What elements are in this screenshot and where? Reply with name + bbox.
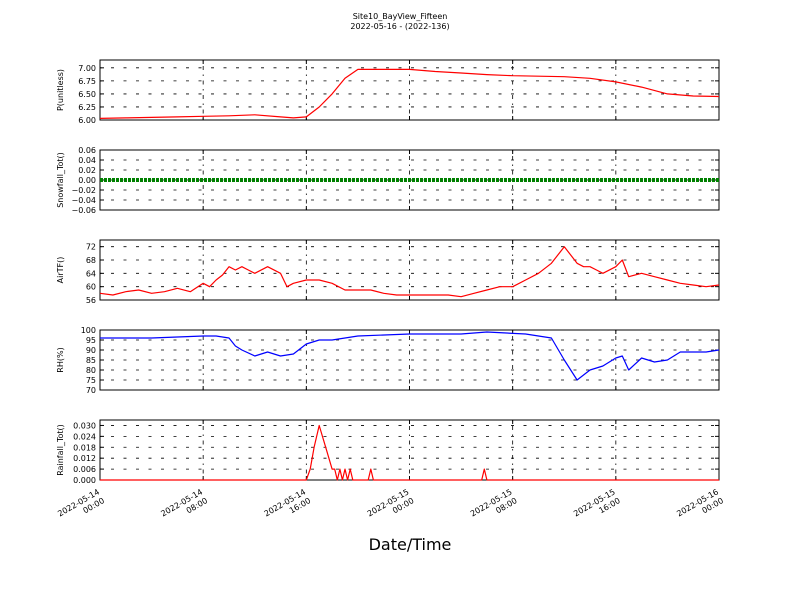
y-tick-label: 64: [86, 269, 96, 278]
y-tick-label: 6.50: [78, 90, 96, 99]
y-tick-label: 0.012: [73, 454, 96, 463]
subplots: 6.006.256.506.757.00P(unitless)0.060.040…: [56, 59, 725, 518]
y-tick-label: 0.030: [73, 421, 96, 430]
y-tick-label: 68: [86, 256, 96, 265]
figure-title: Site10_BayView_Fifteen: [353, 12, 448, 21]
x-axis-label: Date/Time: [369, 535, 452, 554]
y-tick-label: 100: [81, 326, 96, 335]
y-tick-label: 6.25: [78, 103, 96, 112]
y-tick-label: −0.04: [71, 196, 96, 205]
y-tick-label: 0.024: [73, 432, 96, 441]
y-tick-label: 7.00: [78, 64, 96, 73]
series-line: [99, 68, 720, 119]
y-tick-label: 0.006: [73, 465, 96, 474]
y-tick-label: 72: [86, 243, 96, 252]
y-axis-label: RH(%): [56, 347, 65, 372]
y-tick-label: 6.00: [78, 116, 96, 125]
series-line: [99, 246, 720, 298]
y-axis-label: P(unitless): [56, 69, 65, 111]
y-tick-label: 60: [86, 283, 96, 292]
y-tick-label: 90: [86, 346, 96, 355]
y-tick-label: −0.02: [71, 186, 96, 195]
y-tick-label: 80: [86, 366, 96, 375]
subplot-2: 0.060.040.020.00−0.02−0.04−0.06 Snowfall_…: [56, 146, 720, 215]
subplot-1: 6.00 6.25 6.50 6.75 7.00 P(unitless): [56, 59, 720, 125]
y-tick-label: 0.000: [73, 476, 96, 485]
series-line: [100, 331, 720, 381]
figure-subtitle: 2022-05-16 - (2022-136): [350, 22, 449, 31]
y-tick-label: 95: [86, 336, 96, 345]
y-tick-label: 70: [86, 386, 96, 395]
y-tick-label: 0.02: [78, 166, 96, 175]
y-axis-label: Rainfall_Tot(): [56, 424, 65, 476]
y-tick-label: 0.06: [78, 146, 96, 155]
y-axis-label: AirTF(): [56, 257, 65, 284]
y-tick-label: 75: [86, 376, 96, 385]
y-tick-label: 0.018: [73, 443, 96, 452]
y-tick-label: 85: [86, 356, 96, 365]
subplot-5: 0.000 0.006 0.012 0.018 0.024 0.030 Rainfall_T…: [56, 419, 720, 485]
y-tick-label: 6.75: [78, 77, 96, 86]
subplot-3: 56 60 64 68 72 AirTF(): [56, 239, 720, 305]
series-line: [100, 424, 719, 481]
y-tick-label: −0.06: [71, 206, 96, 215]
y-axis-label: Snowfall_Tot(): [56, 152, 65, 208]
y-tick-label: 56: [86, 296, 96, 305]
y-tick-label: 0.00: [78, 176, 96, 185]
y-tick-label: 0.04: [78, 156, 96, 165]
